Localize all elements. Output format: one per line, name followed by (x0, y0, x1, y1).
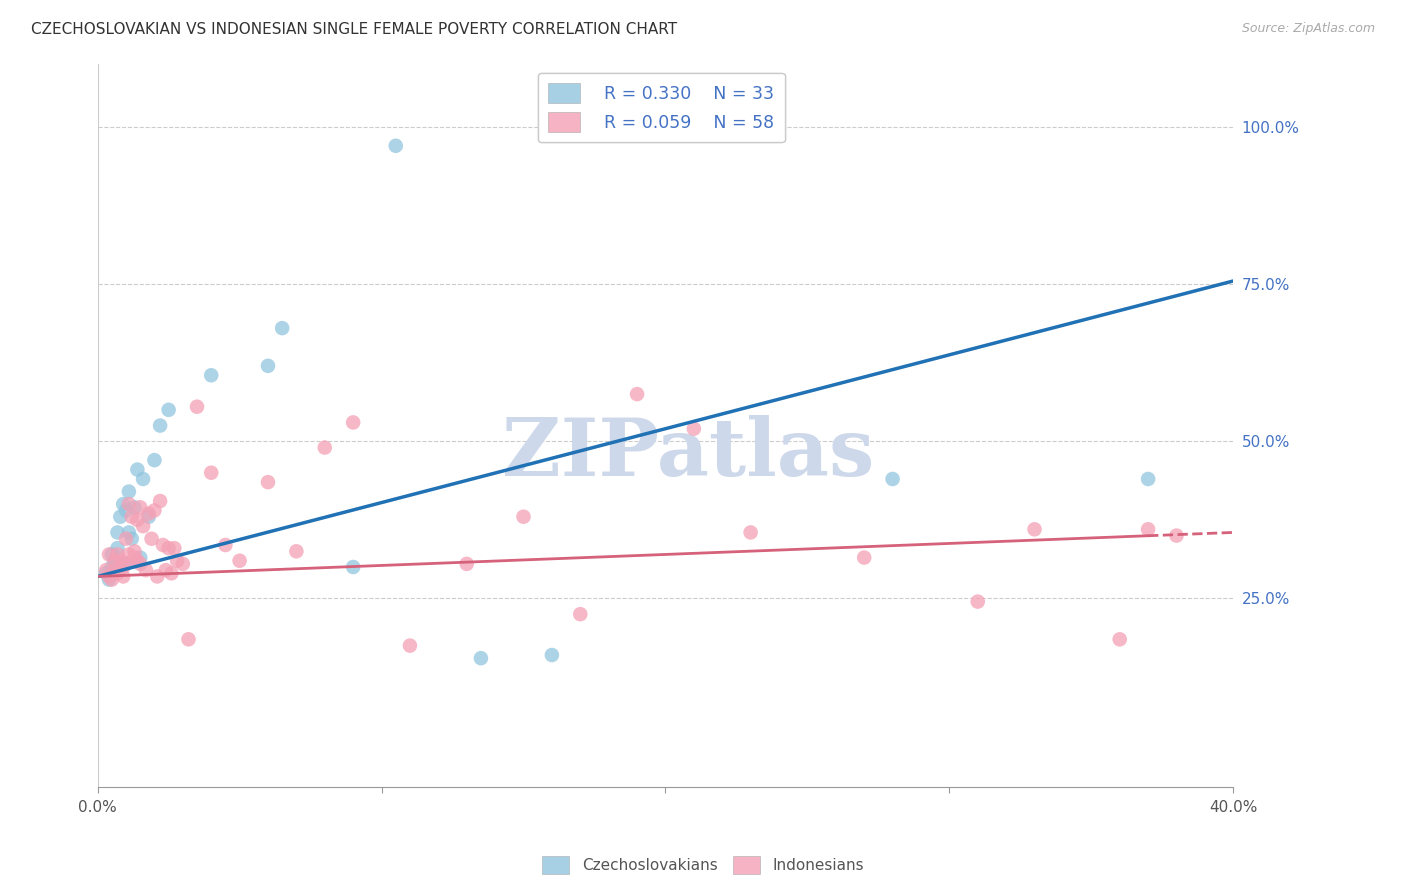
Point (104, 554, 127, 568)
Point (115, 557, 138, 571)
Point (112, 569, 135, 583)
Point (112, 497, 135, 511)
Point (149, 418, 172, 433)
Point (342, 416, 364, 430)
Point (129, 500, 152, 515)
Text: Source: ZipAtlas.com: Source: ZipAtlas.com (1241, 22, 1375, 36)
Point (541, 648, 564, 662)
Point (966, 594, 988, 608)
Point (512, 509, 534, 524)
Point (155, 563, 177, 577)
Point (101, 573, 124, 587)
Point (314, 441, 336, 455)
Point (129, 557, 152, 571)
Point (118, 525, 141, 540)
Point (127, 462, 149, 476)
Point (177, 632, 200, 647)
Point (132, 519, 155, 533)
Point (110, 554, 132, 568)
Point (1137, 522, 1160, 536)
Point (138, 509, 160, 524)
Point (882, 472, 904, 486)
Point (342, 560, 364, 574)
Point (96, 563, 118, 577)
Point (399, 639, 422, 653)
Point (118, 548, 141, 562)
Point (124, 544, 146, 558)
Point (1024, 522, 1046, 536)
Point (124, 500, 146, 515)
Point (149, 494, 172, 508)
Point (110, 509, 132, 524)
Point (1137, 472, 1160, 486)
Point (104, 554, 127, 568)
Point (121, 532, 143, 546)
Point (853, 550, 876, 565)
Point (98, 573, 121, 587)
Point (118, 497, 141, 511)
Point (166, 554, 188, 568)
Point (141, 532, 163, 546)
Point (470, 651, 492, 665)
Point (163, 541, 186, 556)
Point (569, 607, 592, 622)
Point (101, 560, 124, 574)
Point (107, 566, 129, 581)
Point (1166, 528, 1188, 542)
Point (96, 566, 118, 581)
Point (214, 538, 236, 552)
Point (257, 475, 280, 490)
Text: ZIPatlas: ZIPatlas (502, 416, 875, 493)
Point (1108, 632, 1130, 647)
Point (124, 550, 146, 565)
Point (143, 453, 166, 467)
Point (115, 503, 138, 517)
Point (157, 402, 180, 417)
Point (127, 513, 149, 527)
Point (146, 569, 169, 583)
Point (115, 557, 138, 571)
Point (127, 554, 149, 568)
Point (172, 557, 194, 571)
Legend:   R = 0.330    N = 33,   R = 0.059    N = 58: R = 0.330 N = 33, R = 0.059 N = 58 (538, 73, 785, 143)
Point (143, 503, 166, 517)
Point (135, 563, 157, 577)
Point (98, 569, 121, 583)
Point (104, 563, 127, 577)
Point (115, 532, 138, 546)
Point (129, 550, 152, 565)
Point (186, 400, 208, 414)
Point (160, 566, 183, 581)
Point (157, 541, 180, 556)
Point (228, 554, 250, 568)
Legend: Czechoslovakians, Indonesians: Czechoslovakians, Indonesians (536, 850, 870, 880)
Point (132, 472, 155, 486)
Point (285, 544, 308, 558)
Point (107, 548, 129, 562)
Text: CZECHOSLOVAKIAN VS INDONESIAN SINGLE FEMALE POVERTY CORRELATION CHART: CZECHOSLOVAKIAN VS INDONESIAN SINGLE FEM… (31, 22, 678, 37)
Point (107, 541, 129, 556)
Point (200, 466, 222, 480)
Point (121, 509, 143, 524)
Point (271, 321, 294, 335)
Point (110, 560, 132, 574)
Point (257, 359, 280, 373)
Point (626, 387, 648, 401)
Point (456, 557, 478, 571)
Point (101, 548, 124, 562)
Point (152, 538, 174, 552)
Point (200, 368, 222, 383)
Point (118, 484, 141, 499)
Point (104, 563, 127, 577)
Point (384, 138, 406, 153)
Point (107, 525, 129, 540)
Point (112, 560, 135, 574)
Point (740, 525, 762, 540)
Point (682, 422, 704, 436)
Point (98, 548, 121, 562)
Point (138, 507, 160, 521)
